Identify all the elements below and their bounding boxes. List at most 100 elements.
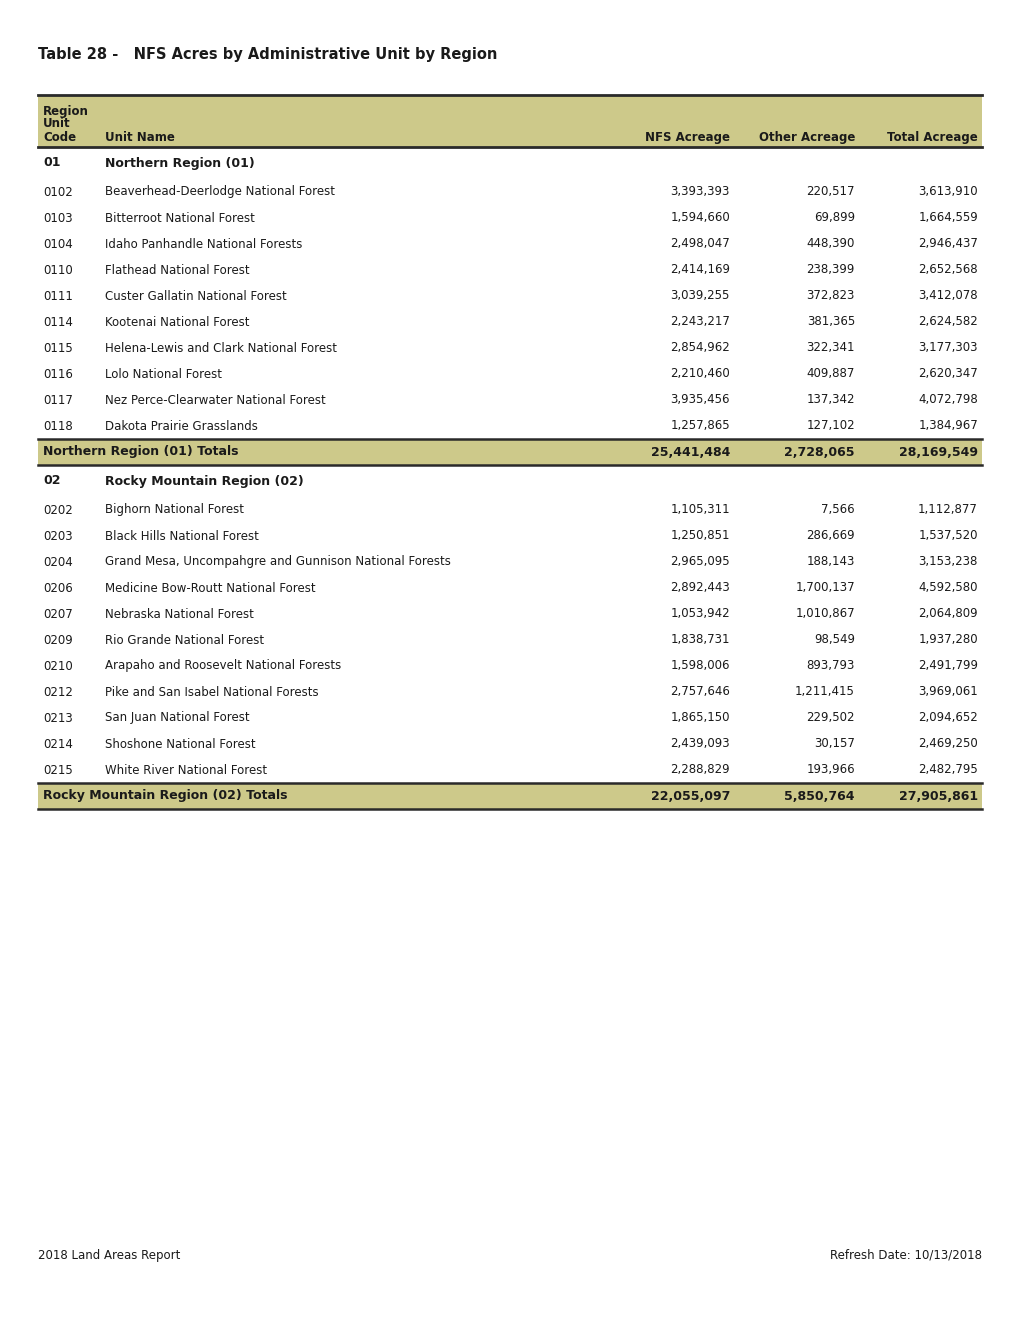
Text: 1,384,967: 1,384,967 <box>917 420 977 433</box>
Text: 2,624,582: 2,624,582 <box>917 315 977 329</box>
Text: 2,854,962: 2,854,962 <box>669 342 730 355</box>
Text: Other Acreage: Other Acreage <box>758 131 854 144</box>
Text: 381,365: 381,365 <box>806 315 854 329</box>
Text: 3,969,061: 3,969,061 <box>917 685 977 698</box>
Text: 0203: 0203 <box>43 529 72 543</box>
Text: 1,112,877: 1,112,877 <box>917 503 977 516</box>
Text: 3,935,456: 3,935,456 <box>669 393 730 407</box>
Bar <box>38 413 981 440</box>
Text: 0202: 0202 <box>43 503 72 516</box>
Text: 1,700,137: 1,700,137 <box>795 582 854 594</box>
Text: 0206: 0206 <box>43 582 72 594</box>
Bar <box>38 360 981 387</box>
Text: Unit Name: Unit Name <box>105 131 174 144</box>
Text: 69,899: 69,899 <box>813 211 854 224</box>
Text: Nebraska National Forest: Nebraska National Forest <box>105 607 254 620</box>
Text: 0204: 0204 <box>43 556 72 569</box>
Text: 1,105,311: 1,105,311 <box>669 503 730 516</box>
Text: Lolo National Forest: Lolo National Forest <box>105 367 222 380</box>
Text: 1,937,280: 1,937,280 <box>917 634 977 647</box>
Text: 409,887: 409,887 <box>806 367 854 380</box>
Text: 286,669: 286,669 <box>806 529 854 543</box>
Text: 30,157: 30,157 <box>813 738 854 751</box>
Text: 01: 01 <box>43 157 60 169</box>
Bar <box>38 387 981 413</box>
Text: 127,102: 127,102 <box>806 420 854 433</box>
Text: 2,414,169: 2,414,169 <box>669 264 730 276</box>
Bar <box>38 601 981 627</box>
Bar <box>38 627 981 653</box>
Text: Pike and San Isabel National Forests: Pike and San Isabel National Forests <box>105 685 318 698</box>
Text: 0103: 0103 <box>43 211 72 224</box>
Text: 1,010,867: 1,010,867 <box>795 607 854 620</box>
Bar <box>38 180 981 205</box>
Bar <box>38 335 981 360</box>
Text: 02: 02 <box>43 474 60 487</box>
Text: 2,498,047: 2,498,047 <box>669 238 730 251</box>
Text: 1,053,942: 1,053,942 <box>669 607 730 620</box>
Text: 0110: 0110 <box>43 264 72 276</box>
Text: Nez Perce-Clearwater National Forest: Nez Perce-Clearwater National Forest <box>105 393 325 407</box>
Bar <box>38 783 981 809</box>
Text: Rio Grande National Forest: Rio Grande National Forest <box>105 634 264 647</box>
Bar <box>38 205 981 231</box>
Text: Northern Region (01): Northern Region (01) <box>105 157 255 169</box>
Text: 0215: 0215 <box>43 763 72 776</box>
Text: Region: Region <box>43 106 89 117</box>
Text: 448,390: 448,390 <box>806 238 854 251</box>
Text: 2,094,652: 2,094,652 <box>917 711 977 725</box>
Text: Rocky Mountain Region (02) Totals: Rocky Mountain Region (02) Totals <box>43 789 287 803</box>
Text: 25,441,484: 25,441,484 <box>650 446 730 458</box>
Text: 27,905,861: 27,905,861 <box>898 789 977 803</box>
Text: 1,211,415: 1,211,415 <box>795 685 854 698</box>
Bar <box>38 282 981 309</box>
Text: Unit: Unit <box>43 117 70 129</box>
Text: 238,399: 238,399 <box>806 264 854 276</box>
Bar <box>38 731 981 756</box>
Text: 2,652,568: 2,652,568 <box>917 264 977 276</box>
Bar <box>38 498 981 523</box>
Text: Code: Code <box>43 131 76 144</box>
Text: Bitterroot National Forest: Bitterroot National Forest <box>105 211 255 224</box>
Text: 4,072,798: 4,072,798 <box>917 393 977 407</box>
Text: Medicine Bow-Routt National Forest: Medicine Bow-Routt National Forest <box>105 582 315 594</box>
Text: 0116: 0116 <box>43 367 72 380</box>
Text: 2,757,646: 2,757,646 <box>669 685 730 698</box>
Text: 322,341: 322,341 <box>806 342 854 355</box>
Bar <box>38 523 981 549</box>
Text: 2,210,460: 2,210,460 <box>669 367 730 380</box>
Text: 0117: 0117 <box>43 393 72 407</box>
Text: 3,613,910: 3,613,910 <box>917 186 977 198</box>
Text: 1,537,520: 1,537,520 <box>917 529 977 543</box>
Text: 137,342: 137,342 <box>806 393 854 407</box>
Text: 0207: 0207 <box>43 607 72 620</box>
Text: Total Acreage: Total Acreage <box>887 131 977 144</box>
Bar <box>38 309 981 335</box>
Text: Shoshone National Forest: Shoshone National Forest <box>105 738 256 751</box>
Text: Dakota Prairie Grasslands: Dakota Prairie Grasslands <box>105 420 258 433</box>
Text: 193,966: 193,966 <box>806 763 854 776</box>
Text: 3,153,238: 3,153,238 <box>918 556 977 569</box>
Text: 0209: 0209 <box>43 634 72 647</box>
Text: 2,482,795: 2,482,795 <box>917 763 977 776</box>
Bar <box>38 95 981 147</box>
Text: NFS Acreage: NFS Acreage <box>644 131 730 144</box>
Text: 22,055,097: 22,055,097 <box>650 789 730 803</box>
Text: 0213: 0213 <box>43 711 72 725</box>
Text: 220,517: 220,517 <box>806 186 854 198</box>
Bar <box>38 705 981 731</box>
Text: Flathead National Forest: Flathead National Forest <box>105 264 250 276</box>
Text: Northern Region (01) Totals: Northern Region (01) Totals <box>43 446 238 458</box>
Text: 2,728,065: 2,728,065 <box>784 446 854 458</box>
Text: Bighorn National Forest: Bighorn National Forest <box>105 503 244 516</box>
Text: 1,598,006: 1,598,006 <box>669 660 730 672</box>
Text: Table 28 -   NFS Acres by Administrative Unit by Region: Table 28 - NFS Acres by Administrative U… <box>38 48 497 62</box>
Text: 7,566: 7,566 <box>820 503 854 516</box>
Bar <box>38 231 981 257</box>
Text: 1,257,865: 1,257,865 <box>669 420 730 433</box>
Text: 0210: 0210 <box>43 660 72 672</box>
Text: 2,469,250: 2,469,250 <box>917 738 977 751</box>
Text: 229,502: 229,502 <box>806 711 854 725</box>
Text: Custer Gallatin National Forest: Custer Gallatin National Forest <box>105 289 286 302</box>
Text: 3,039,255: 3,039,255 <box>669 289 730 302</box>
